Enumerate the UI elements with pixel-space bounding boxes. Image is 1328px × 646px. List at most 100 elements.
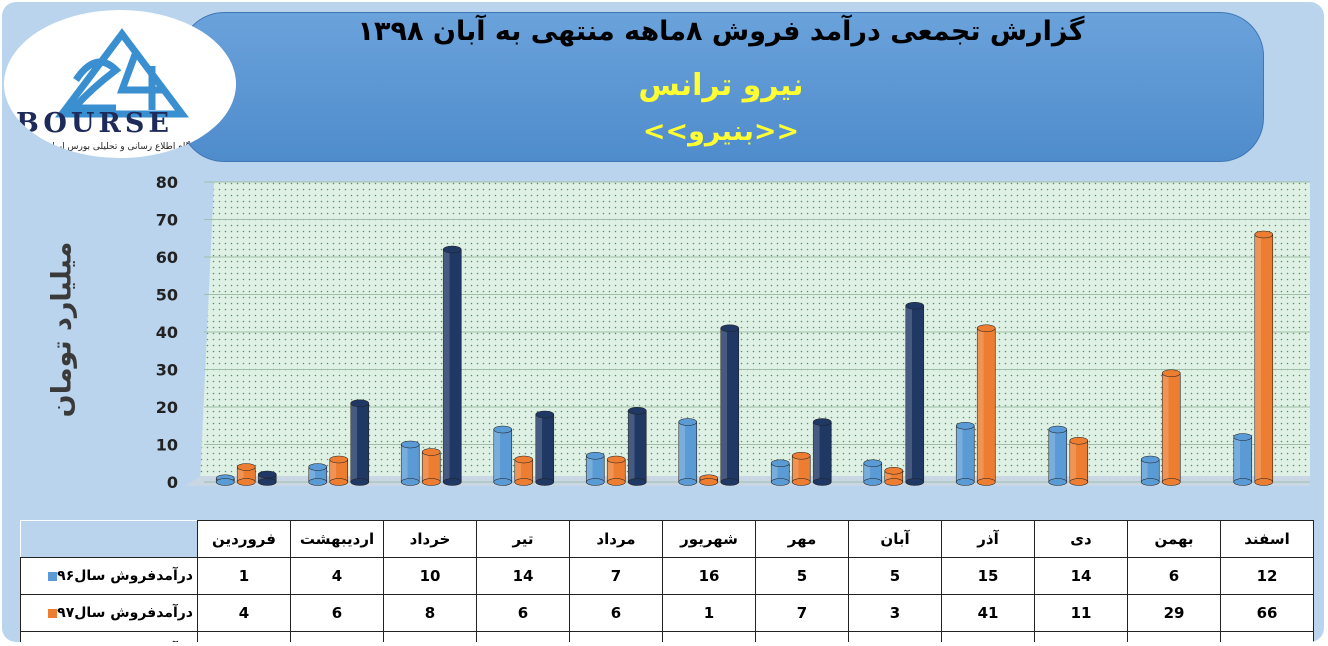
bar [791, 451, 811, 486]
y-axis-label: میلیارد تومان [46, 241, 78, 418]
data-label: 14 [476, 557, 570, 595]
data-label: 16 [662, 557, 756, 595]
x-tick-label: آبان [848, 520, 942, 558]
table-row: درآمدفروش سال۹۷ 4 6 8 6 6 1 7 3 41 11 29 66 [20, 594, 1314, 632]
x-tick-label: خرداد [383, 520, 477, 558]
x-tick-label: تیر [476, 520, 570, 558]
legend-swatch [48, 571, 58, 581]
x-tick-label: شهریور [662, 520, 756, 558]
table-row: درآمدفروش سال۹۶ 1 4 10 14 7 16 5 5 15 14 6 12 [20, 557, 1314, 595]
data-label: 8 [383, 594, 477, 632]
chart-title: گزارش تجمعی درآمد فروش ۸ماهه منتهی به آب… [357, 16, 1085, 47]
data-label: 1 [662, 594, 756, 632]
data-label: 5 [848, 557, 942, 595]
table-row: درآمد فروش سال۹۸221621819411647 [20, 631, 1314, 642]
data-label: 16 [755, 631, 849, 642]
logo-mark-icon [55, 28, 189, 118]
y-tick-label: 0 [167, 473, 178, 492]
data-label: 6 [476, 594, 570, 632]
x-tick-label: بهمن [1127, 520, 1221, 558]
y-tick-label: 80 [156, 173, 178, 192]
y-tick-label: 60 [156, 248, 178, 267]
bar [535, 410, 555, 486]
bar [400, 440, 420, 486]
data-label [1127, 631, 1221, 642]
bar [678, 418, 698, 486]
data-label [1034, 631, 1128, 642]
data-label: 11 [1034, 594, 1128, 632]
legend-entry: درآمدفروش سال۹۷ [20, 594, 198, 632]
data-table: فروردین اردیبهشت خرداد تیر مرداد شهریور مهر آبا… [20, 520, 1314, 642]
data-label: 7 [569, 557, 663, 595]
logo-wordmark: BOURSE [16, 108, 173, 139]
data-label: 1 [197, 557, 291, 595]
y-tick-label: 30 [156, 361, 178, 380]
data-label: 4 [197, 594, 291, 632]
logo-tagline: پایگاه اطلاع رسانی و تحلیلی بورس ایران [45, 142, 199, 152]
data-label: 6 [1127, 557, 1221, 595]
table-corner [20, 520, 198, 558]
bar [1233, 433, 1253, 486]
bourse-logo: BOURSE پایگاه اطلاع رسانی و تحلیلی بورس … [4, 10, 236, 158]
bar [905, 301, 925, 486]
data-label: 41 [941, 594, 1035, 632]
x-tick-label: دی [1034, 520, 1128, 558]
data-label: 10 [383, 557, 477, 595]
title-banner [180, 12, 1264, 162]
bar [1161, 369, 1181, 486]
y-tick-label: 70 [156, 211, 178, 230]
x-tick-label: اسفند [1220, 520, 1314, 558]
bar [812, 418, 832, 486]
data-label: 5 [755, 557, 849, 595]
bar [257, 470, 277, 486]
bar [329, 455, 349, 486]
bar [863, 459, 883, 486]
x-tick-label: آذر [941, 520, 1035, 558]
bar [606, 455, 626, 486]
x-tick-label: مرداد [569, 520, 663, 558]
x-tick-label: مهر [755, 520, 849, 558]
data-label: 29 [1127, 594, 1221, 632]
bar [236, 463, 256, 486]
company-name: نیرو ترانس [638, 68, 804, 103]
data-label [1220, 631, 1314, 642]
bar [308, 463, 328, 486]
bar [770, 459, 790, 486]
x-tick-label: اردیبهشت [290, 520, 384, 558]
series-name: درآمدفروش سال۹۷ [57, 605, 193, 621]
series-name: درآمدفروش سال۹۶ [57, 568, 193, 584]
legend-swatch [48, 608, 58, 618]
y-tick-label: 50 [156, 286, 178, 305]
data-label: 2 [197, 631, 291, 642]
bar [493, 425, 513, 486]
bar [1254, 230, 1274, 486]
bar [585, 451, 605, 486]
y-tick-label: 10 [156, 436, 178, 455]
bar [421, 448, 441, 486]
bar [442, 245, 462, 486]
bar [627, 406, 647, 486]
x-tick-label: فروردین [197, 520, 291, 558]
category-row: فروردین اردیبهشت خرداد تیر مرداد شهریور مهر آبا… [20, 520, 1314, 558]
data-label: 7 [755, 594, 849, 632]
legend-entry: درآمدفروش سال۹۶ [20, 557, 198, 595]
bar [884, 466, 904, 486]
data-label: 14 [1034, 557, 1128, 595]
bar [955, 421, 975, 486]
y-tick-label: 40 [156, 323, 178, 342]
data-label: 6 [569, 594, 663, 632]
bar [976, 324, 996, 486]
legend-entry: درآمد فروش سال۹۸ [20, 631, 198, 642]
bar [1048, 425, 1068, 486]
data-label: 3 [848, 594, 942, 632]
data-label: 4 [290, 557, 384, 595]
data-label: 6 [290, 594, 384, 632]
data-label: 62 [383, 631, 477, 642]
data-label: 47 [848, 631, 942, 642]
bar [215, 474, 235, 486]
data-label: 21 [290, 631, 384, 642]
bar [350, 399, 370, 486]
bar [514, 455, 534, 486]
